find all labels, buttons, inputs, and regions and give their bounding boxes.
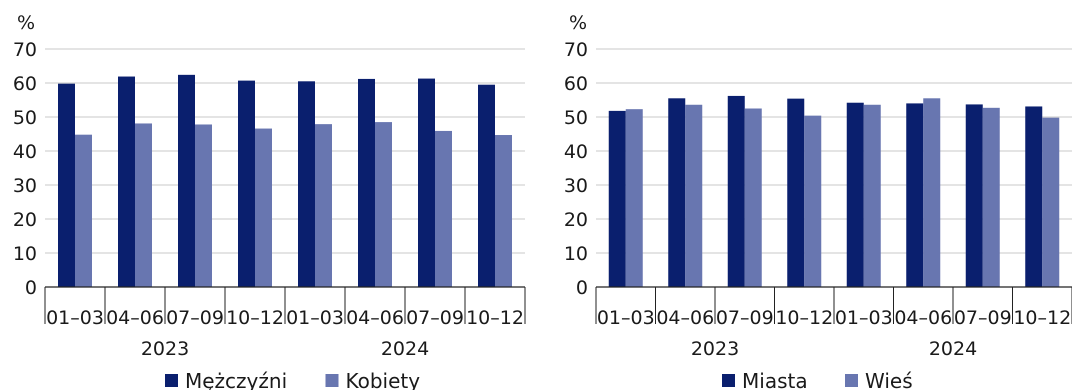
- bar-series-2: [685, 104, 703, 287]
- bar-series-2: [135, 123, 152, 288]
- bar-series-1: [787, 98, 805, 287]
- y-tick-label: 70: [564, 39, 588, 61]
- y-axis-unit: %: [569, 12, 587, 34]
- bar-series-1: [358, 78, 375, 287]
- x-group-label: 2024: [381, 338, 429, 360]
- x-tick-label: 07–09: [954, 307, 1012, 329]
- y-tick-label: 20: [13, 209, 37, 231]
- x-group-label: 2023: [691, 338, 739, 360]
- x-group-label: 2024: [929, 338, 977, 360]
- legend-entry: Wieś: [865, 369, 913, 390]
- bar-series-1: [846, 102, 864, 287]
- bar-series-1: [178, 74, 195, 287]
- y-tick-label: 60: [13, 73, 37, 95]
- y-tick-label: 40: [13, 141, 37, 163]
- x-tick-label: 01–03: [835, 307, 893, 329]
- bar-series-2: [982, 107, 1000, 287]
- x-tick-label: 10–12: [466, 307, 524, 329]
- legend-entry: Mężczyźni: [185, 369, 287, 390]
- bar-series-1: [668, 98, 686, 287]
- bar-series-2: [495, 135, 512, 287]
- bar-series-2: [375, 122, 392, 287]
- x-tick-label: 10–12: [1013, 307, 1071, 329]
- legend-swatch: [165, 374, 178, 387]
- legend-swatch: [722, 374, 735, 387]
- bar-series-1: [1025, 106, 1043, 288]
- bar-series-2: [804, 115, 822, 287]
- bar-series-2: [315, 124, 332, 287]
- bar-series-1: [965, 104, 983, 287]
- bar-series-2: [195, 124, 212, 287]
- x-tick-label: 10–12: [775, 307, 833, 329]
- y-tick-label: 50: [564, 107, 588, 129]
- bar-series-1: [608, 110, 626, 287]
- bar-series-2: [255, 128, 272, 287]
- bar-series-2: [435, 130, 452, 287]
- bar-series-2: [75, 134, 92, 287]
- bar-series-1: [478, 84, 495, 287]
- y-tick-label: 20: [564, 209, 588, 231]
- x-tick-label: 04–06: [894, 307, 952, 329]
- x-tick-label: 01–03: [286, 307, 344, 329]
- y-tick-label: 60: [564, 73, 588, 95]
- y-tick-label: 50: [13, 107, 37, 129]
- bar-series-2: [744, 108, 762, 287]
- y-tick-label: 0: [25, 277, 37, 299]
- bar-series-1: [238, 80, 255, 288]
- bar-series-2: [1042, 117, 1060, 288]
- legend-swatch: [325, 374, 339, 387]
- bar-series-1: [298, 81, 315, 287]
- legend-entry: Kobiety: [346, 369, 421, 390]
- bar-series-1: [727, 95, 745, 287]
- legend-entry: Miasta: [742, 369, 808, 390]
- y-tick-label: 40: [564, 141, 588, 163]
- bar-series-1: [906, 103, 924, 288]
- x-tick-label: 07–09: [166, 307, 224, 329]
- y-tick-label: 30: [13, 175, 37, 197]
- y-axis-unit: %: [17, 12, 35, 34]
- x-tick-label: 10–12: [226, 307, 284, 329]
- bar-series-2: [863, 104, 881, 287]
- bar-series-2: [923, 98, 941, 287]
- legend-swatch: [845, 374, 858, 387]
- x-tick-label: 01–03: [597, 307, 655, 329]
- x-group-label: 2023: [141, 338, 189, 360]
- y-tick-label: 0: [576, 277, 588, 299]
- y-tick-label: 70: [13, 39, 37, 61]
- x-tick-label: 01–03: [46, 307, 104, 329]
- x-tick-label: 04–06: [106, 307, 164, 329]
- x-tick-label: 04–06: [346, 307, 404, 329]
- bar-series-1: [418, 78, 435, 287]
- x-tick-label: 07–09: [406, 307, 464, 329]
- bar-series-1: [58, 83, 75, 288]
- bar-series-1: [118, 76, 135, 287]
- x-tick-label: 07–09: [716, 307, 774, 329]
- x-tick-label: 04–06: [656, 307, 714, 329]
- bar-series-2: [625, 109, 643, 288]
- y-tick-label: 10: [564, 243, 588, 265]
- y-tick-label: 10: [13, 243, 37, 265]
- y-tick-label: 30: [564, 175, 588, 197]
